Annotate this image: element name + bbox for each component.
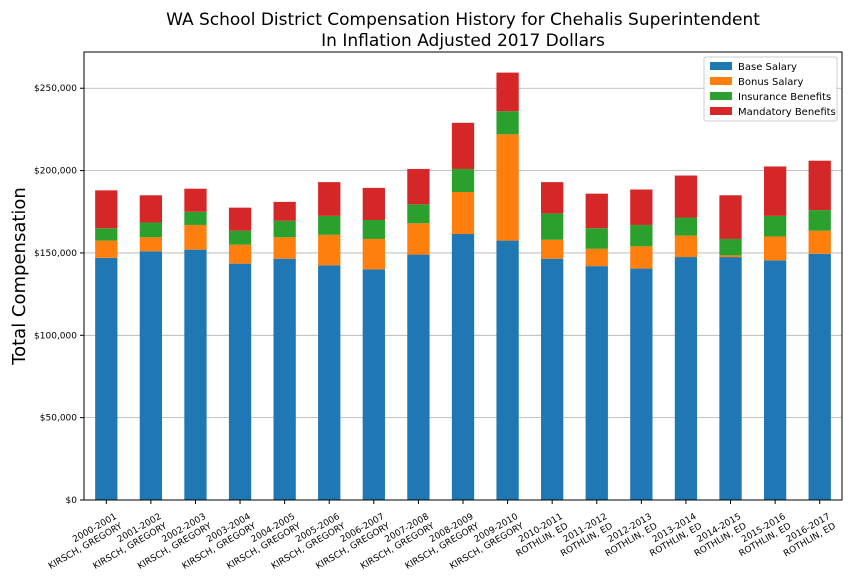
bar-segment <box>451 122 475 169</box>
y-axis-ticks: $0 $50,000 $100,000 $150,000 $200,000 $250,00… <box>34 84 84 506</box>
bar-segment <box>95 190 118 229</box>
legend-label: Base Salary <box>738 62 797 73</box>
bar-segment <box>763 236 787 261</box>
bar-segment <box>585 228 608 249</box>
bar-segment <box>139 222 163 238</box>
bar-segment <box>496 134 519 241</box>
legend-label: Mandatory Benefits <box>738 107 836 118</box>
bar-segment <box>228 244 252 264</box>
bar-segment <box>541 213 564 240</box>
legend: Base Salary Bonus Salary Insurance Benefit… <box>703 56 838 122</box>
bar-segment <box>585 248 608 267</box>
bar-segment <box>139 237 163 252</box>
bar-segment <box>184 188 207 212</box>
y-tick-label: $100,000 <box>34 331 77 341</box>
bar-segment <box>719 238 742 256</box>
bar-segment <box>808 210 831 231</box>
bar-segment <box>674 257 698 500</box>
bar-segment <box>808 253 831 500</box>
bar-segment <box>541 182 564 214</box>
bar-segment <box>318 234 341 266</box>
bar-segment <box>228 263 252 500</box>
bar-segment <box>184 249 207 500</box>
bar-segment <box>228 230 252 245</box>
y-tick-label: $200,000 <box>34 167 77 177</box>
bar-segment <box>674 175 698 218</box>
bar-segment <box>541 239 564 259</box>
bar-segment <box>496 240 519 500</box>
bar-segment <box>273 258 296 500</box>
y-tick-label: $150,000 <box>34 249 77 259</box>
legend-box <box>703 56 838 122</box>
bar-segment <box>318 182 341 216</box>
bar-segment <box>95 257 118 500</box>
legend-swatch <box>710 62 732 70</box>
bar-segment <box>451 234 475 500</box>
bar-segment <box>496 111 519 135</box>
bar-segment <box>451 168 475 192</box>
chart-title: WA School District Compensation History … <box>166 10 760 30</box>
bar-segment <box>318 215 341 235</box>
y-tick-label: $0 <box>66 496 78 506</box>
bar-segment <box>407 254 430 500</box>
bar-segment <box>630 268 653 500</box>
legend-label: Insurance Benefits <box>738 92 831 103</box>
bar-segment <box>95 240 118 258</box>
bar-segment <box>808 230 831 254</box>
bar-segment <box>139 251 163 500</box>
chart-subtitle: In Inflation Adjusted 2017 Dollars <box>321 31 605 51</box>
bar-segment <box>541 258 564 500</box>
bar-segment <box>362 187 385 220</box>
legend-swatch <box>710 107 732 115</box>
legend-label: Bonus Salary <box>738 77 804 88</box>
y-tick-label: $250,000 <box>34 84 77 94</box>
legend-swatch <box>710 92 732 100</box>
bar-segment <box>585 266 608 500</box>
bar-segment <box>362 220 385 239</box>
bar-segment <box>228 207 252 231</box>
bar-segment <box>585 193 608 229</box>
legend-swatch <box>710 77 732 85</box>
bar-segment <box>362 238 385 270</box>
bar-segment <box>719 255 742 258</box>
bar-segment <box>139 195 163 223</box>
bar-segment <box>273 237 296 259</box>
y-axis-label: Total Compensation <box>9 187 30 366</box>
bar-segment <box>273 201 296 221</box>
bar-segment <box>95 228 118 241</box>
bar-segment <box>763 260 787 500</box>
bar-segment <box>763 166 787 216</box>
bar-segment <box>674 217 698 236</box>
bar-segment <box>184 211 207 225</box>
y-tick-label: $50,000 <box>40 414 77 424</box>
bar-segment <box>630 246 653 269</box>
bar-segment <box>407 223 430 255</box>
bar-segment <box>630 189 653 225</box>
bar-segment <box>407 204 430 224</box>
bar-segment <box>719 257 742 500</box>
plot-frame <box>83 51 843 501</box>
bar-segment <box>496 72 519 112</box>
bar-segment <box>451 192 475 234</box>
bar-segment <box>808 160 831 211</box>
bar-segment <box>362 269 385 500</box>
bar-segment <box>763 215 787 237</box>
bar-segment <box>184 224 207 250</box>
bar-segment <box>318 265 341 500</box>
bar-segment <box>407 168 430 205</box>
bars <box>95 72 831 500</box>
bar-segment <box>719 195 742 239</box>
bar-segment <box>630 224 653 247</box>
bar-segment <box>273 220 296 238</box>
bar-segment <box>674 235 698 258</box>
